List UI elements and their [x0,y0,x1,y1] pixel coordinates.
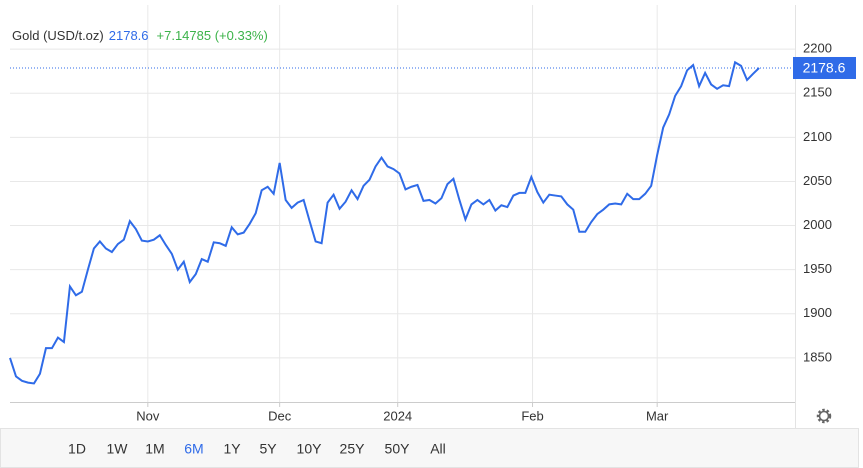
last-price: 2178.6 [109,28,149,43]
x-tick-label: Dec [268,408,292,423]
gear-teeth [816,408,832,424]
x-tick-label: Nov [136,408,160,423]
y-tick-label: 2100 [803,129,832,144]
range-button[interactable]: 50Y [385,441,411,457]
y-tick-label: 1850 [803,349,832,364]
y-tick-label: 2150 [803,85,832,100]
range-button[interactable]: 6M [184,441,203,457]
x-tick-label: 2024 [383,408,412,423]
settings-icon[interactable] [816,408,832,424]
y-tick-label: 1900 [803,305,832,320]
x-tick-label: Mar [646,408,669,423]
range-button[interactable]: 10Y [297,441,323,457]
range-button[interactable]: 5Y [259,441,277,457]
range-button[interactable]: All [430,441,446,457]
y-tick-label: 1950 [803,261,832,276]
price-change: +7.14785 (+0.33%) [157,28,268,43]
range-button[interactable]: 1Y [223,441,241,457]
last-price-box [793,56,856,79]
price-line [9,60,760,385]
gear-body [818,410,830,422]
x-tick-label: Feb [521,408,543,423]
range-button[interactable]: 25Y [340,441,366,457]
title: Gold (USD/t.oz) [12,28,104,43]
y-tick-label: 2050 [803,173,832,188]
range-button[interactable]: 1M [145,441,164,457]
header: Gold (USD/t.oz) 2178.6 +7.14785 (+0.33%) [12,28,268,43]
y-tick-label: 2000 [803,217,832,232]
range-bar [0,428,859,468]
range-button[interactable]: 1D [68,441,86,457]
last-price-label: 2178.6 [803,60,846,76]
y-tick-label: 2200 [803,41,832,56]
range-button[interactable]: 1W [107,441,129,457]
